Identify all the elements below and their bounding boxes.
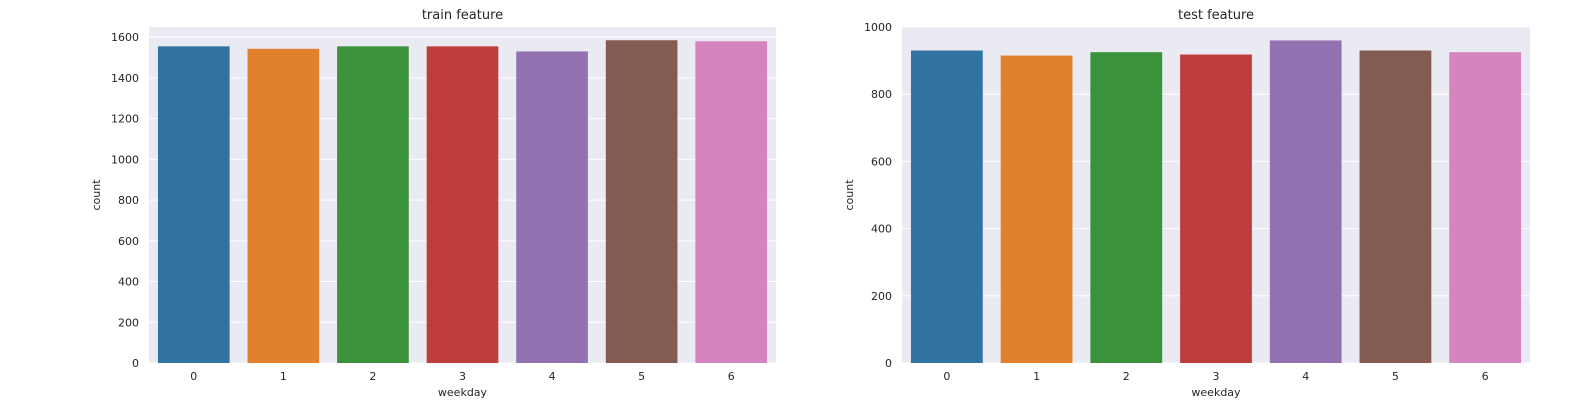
bar-weekday-0	[910, 50, 983, 364]
train-feature-chart: 0 200 400 600 800 1000 1200 1400 1600 0 1 2 3 4 5 6 trai…	[90, 8, 776, 399]
y-tick-label: 1400	[111, 72, 139, 85]
y-tick-label: 1600	[111, 31, 139, 44]
x-tick-label: 3	[1213, 370, 1220, 383]
y-tick-label: 200	[118, 316, 139, 329]
y-axis-label: count	[843, 179, 856, 211]
x-tick-label: 2	[1123, 370, 1130, 383]
x-tick-label: 1	[280, 370, 287, 383]
y-tick-label: 1000	[864, 21, 892, 34]
y-tick-label: 0	[132, 357, 139, 370]
x-tick-label: 5	[1392, 370, 1399, 383]
bar-weekday-1	[1000, 55, 1073, 364]
bar-weekday-3	[426, 46, 499, 363]
bar-weekday-0	[157, 46, 230, 363]
y-tick-label: 1200	[111, 113, 139, 126]
y-tick-label: 200	[871, 290, 892, 303]
x-axis-label: weekday	[1191, 386, 1241, 399]
x-tick-label: 6	[728, 370, 735, 383]
x-tick-label: 0	[943, 370, 950, 383]
x-tick-label: 1	[1033, 370, 1040, 383]
y-axis-label: count	[90, 179, 103, 211]
x-tick-label: 4	[1302, 370, 1309, 383]
bar-weekday-1	[247, 48, 320, 363]
x-tick-label: 4	[549, 370, 556, 383]
x-tick-label: 0	[190, 370, 197, 383]
bar-weekday-2	[1090, 52, 1163, 363]
y-tick-label: 600	[118, 235, 139, 248]
y-tick-label: 800	[871, 88, 892, 101]
y-tick-label: 400	[871, 223, 892, 236]
bar-weekday-4	[516, 51, 588, 363]
y-tick-label: 0	[885, 357, 892, 370]
bar-weekday-6	[1449, 52, 1522, 363]
y-tick-label: 400	[118, 276, 139, 289]
bar-weekday-4	[1269, 40, 1342, 363]
bar-weekday-2	[337, 46, 409, 363]
bar-weekday-3	[1180, 54, 1252, 363]
x-tick-label: 2	[369, 370, 376, 383]
bar-weekday-5	[605, 40, 678, 364]
x-axis-label: weekday	[438, 386, 488, 399]
y-tick-label: 1000	[111, 153, 139, 166]
x-tick-label: 5	[638, 370, 645, 383]
chart-title: train feature	[422, 8, 503, 23]
x-tick-label: 6	[1482, 370, 1489, 383]
bar-weekday-6	[695, 41, 768, 363]
y-tick-label: 600	[871, 155, 892, 168]
y-tick-label: 800	[118, 194, 139, 207]
bar-weekday-5	[1359, 50, 1432, 364]
test-feature-chart: 0 200 400 600 800 1000 0 1 2 3 4 5 6 test feature week…	[843, 8, 1530, 399]
x-tick-label: 3	[459, 370, 466, 383]
chart-title: test feature	[1178, 8, 1254, 23]
